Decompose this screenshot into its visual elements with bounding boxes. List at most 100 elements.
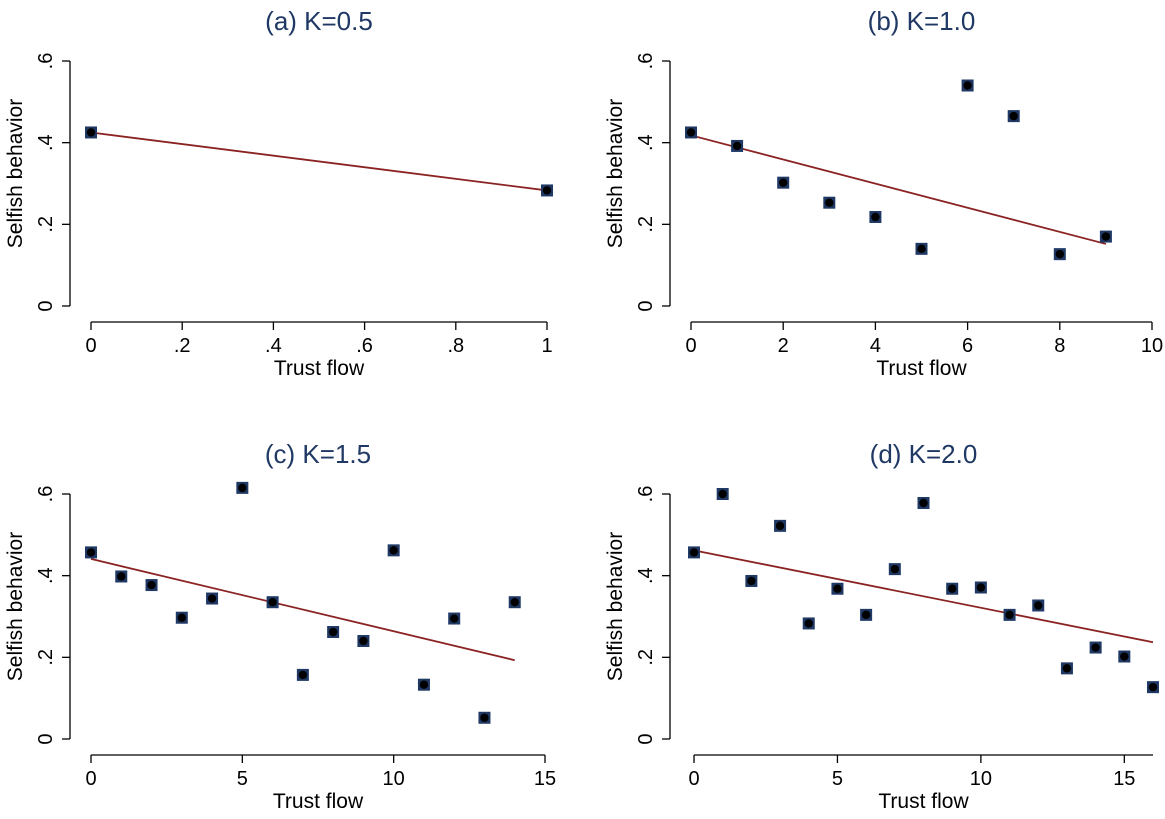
chart-title: (a) K=0.5 <box>265 6 373 36</box>
fit-line <box>90 558 515 662</box>
fit-line <box>690 134 1107 245</box>
data-point-dot <box>328 627 338 637</box>
data-point <box>417 678 430 691</box>
y-axis-label: Selfish behavior <box>604 532 627 681</box>
data-point-dot <box>779 178 788 187</box>
data-point-dot <box>804 619 813 628</box>
data-point-dot <box>871 212 880 222</box>
data-point <box>357 635 370 647</box>
y-axis-label: Selfish behavior <box>604 99 627 248</box>
data-point <box>85 126 97 139</box>
data-point-dot <box>480 713 489 722</box>
data-point-dot <box>1005 610 1014 620</box>
x-tick-label: 10 <box>970 768 992 790</box>
data-point <box>888 563 901 576</box>
x-tick-label: 6 <box>962 335 973 357</box>
y-tick-label: .4 <box>35 567 57 584</box>
data-point <box>1053 248 1066 261</box>
data-point-dot <box>1120 652 1129 661</box>
data-point-dot <box>963 81 972 90</box>
chart-title: (c) K=1.5 <box>265 439 371 469</box>
y-tick-label: .2 <box>635 216 657 233</box>
data-point <box>802 617 815 630</box>
y-tick-label: 0 <box>35 733 57 744</box>
data-point <box>917 496 930 509</box>
data-point <box>915 242 928 255</box>
y-tick-label: 0 <box>635 733 657 744</box>
data-point <box>860 608 873 621</box>
y-tick-label: .6 <box>635 486 657 503</box>
data-point <box>1099 230 1112 243</box>
x-tick-label: .2 <box>174 335 191 357</box>
panel-b: (b) K=1.0 0 .2 .4 .6 Selfish behavior 0 2 4 6 8 10 T… <box>582 0 1164 409</box>
data-point <box>327 626 340 639</box>
x-tick-label: 15 <box>534 768 556 790</box>
y-tick-label: .6 <box>35 486 57 503</box>
fit-line <box>90 131 548 192</box>
data-point <box>175 611 188 624</box>
data-point <box>946 582 959 595</box>
data-point <box>508 596 521 609</box>
y-tick-label: .2 <box>35 649 57 666</box>
data-point-dot <box>450 614 459 623</box>
x-tick-label: 5 <box>237 768 248 790</box>
data-point-dot <box>919 498 928 508</box>
data-point-dot <box>732 141 742 151</box>
data-point-dot <box>147 580 156 590</box>
data-point <box>1007 110 1020 123</box>
data-point <box>1147 681 1159 694</box>
data-point <box>688 546 700 559</box>
x-axis-label: Trust flow <box>878 790 969 813</box>
chart-b: (b) K=1.0 0 .2 .4 .6 Selfish behavior 0 2 4 6 8 10 T… <box>604 6 1163 380</box>
data-point-dot <box>268 598 277 607</box>
x-tick-label: .6 <box>356 335 373 357</box>
data-point <box>1060 662 1073 675</box>
y-axis-label: Selfish behavior <box>4 99 27 248</box>
data-point <box>1089 641 1102 654</box>
chart-a: (a) K=0.5 0 .2 .4 .6 Selfish behavior 0 .2 .4 .6.… <box>4 6 553 380</box>
data-point-dot <box>359 636 368 646</box>
data-point-dot <box>1055 249 1064 259</box>
data-point-dot <box>947 584 957 593</box>
data-point-dot <box>419 680 429 689</box>
data-point-dot <box>1062 664 1072 673</box>
data-point-dot <box>117 572 126 581</box>
panel-c: (c) K=1.5 0 .2 .4 .6 Selfish behavior 0 5 10 15 Tr… <box>0 409 582 818</box>
panel-d: (d) K=2.0 0 .2 .4 .6 Selfish behavior 0 5 10 15 Tr… <box>582 409 1164 818</box>
y-tick-label: .4 <box>635 567 657 584</box>
x-tick-label: 10 <box>383 768 405 790</box>
data-point <box>974 581 987 594</box>
data-point <box>85 546 97 559</box>
data-point-dot <box>686 128 696 137</box>
data-point <box>236 481 249 494</box>
x-tick-label: 0 <box>85 335 96 357</box>
data-point <box>1118 650 1131 663</box>
data-point <box>774 519 787 532</box>
data-point-dot <box>775 521 785 531</box>
data-point <box>1003 608 1016 621</box>
x-tick-label: 0 <box>685 335 696 357</box>
panel-a: (a) K=0.5 0 .2 .4 .6 Selfish behavior 0 .2 .4 .6.… <box>0 0 582 409</box>
x-tick-label: 5 <box>832 768 843 790</box>
y-tick-label: .2 <box>35 216 57 233</box>
data-point <box>296 668 309 681</box>
data-point-dot <box>718 489 727 499</box>
x-tick-label: 1 <box>541 335 552 357</box>
data-point <box>1032 599 1045 612</box>
x-tick-label: 10 <box>1141 335 1163 357</box>
data-point-dot <box>890 564 900 574</box>
data-point <box>206 592 219 605</box>
fit-line <box>693 549 1154 644</box>
data-point-dot <box>1091 643 1100 652</box>
data-point-dot <box>825 198 834 207</box>
data-point-dot <box>976 583 986 592</box>
x-tick-label: 0 <box>688 768 699 790</box>
chart-d: (d) K=2.0 0 .2 .4 .6 Selfish behavior 0 5 10 15 Tr… <box>604 439 1159 813</box>
data-point-dot <box>207 594 217 603</box>
data-point-dot <box>177 613 186 622</box>
x-axis-label: Trust flow <box>876 357 967 380</box>
data-point <box>266 596 279 609</box>
y-tick-label: 0 <box>635 300 657 311</box>
data-point <box>823 196 836 209</box>
data-point <box>731 139 744 152</box>
